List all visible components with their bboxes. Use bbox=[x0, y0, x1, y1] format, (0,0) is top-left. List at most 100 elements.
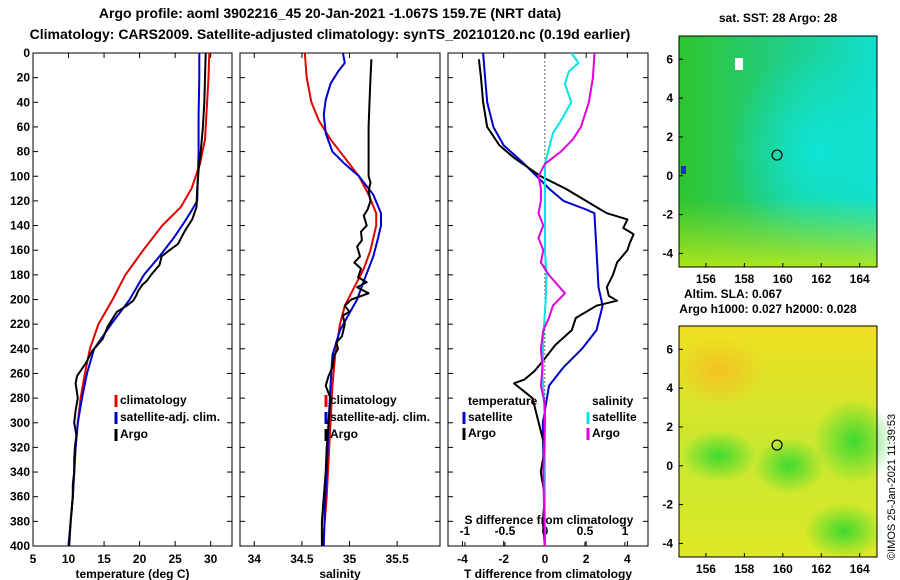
map-field-south bbox=[679, 36, 877, 267]
map-y-tick-label: 0 bbox=[666, 459, 673, 473]
x2-tick-label: 0.5 bbox=[577, 524, 594, 538]
map-x-tick-label: 164 bbox=[850, 272, 870, 286]
y-tick-label: 300 bbox=[10, 416, 30, 430]
map-title: sat. SST: 28 Argo: 28 bbox=[719, 11, 838, 25]
map-x-tick-label: 164 bbox=[850, 562, 870, 576]
series-line-satellite-adj-clim- bbox=[322, 52, 382, 547]
x-tick-label: 15 bbox=[97, 552, 111, 566]
series-line-argo bbox=[68, 52, 207, 547]
map-x-tick-label: 158 bbox=[734, 272, 754, 286]
copyright-credit: ©IMOS 25-Jan-2021 11:39:53 bbox=[886, 413, 898, 560]
plot-frame bbox=[447, 52, 649, 547]
map-y-tick-label: 4 bbox=[666, 381, 673, 395]
x2-tick-label: -0.5 bbox=[495, 524, 516, 538]
map-field-low bbox=[804, 503, 884, 559]
y-tick-label: 240 bbox=[10, 342, 30, 356]
map-y-tick-label: 0 bbox=[666, 169, 673, 183]
series-line-s-satellite bbox=[541, 52, 580, 546]
map-y-tick-label: -4 bbox=[662, 536, 673, 550]
chart-title-line-2: Climatology: CARS2009. Satellite-adjuste… bbox=[29, 26, 631, 42]
legend-label: Argo bbox=[468, 426, 496, 440]
y-tick-label: 360 bbox=[10, 490, 30, 504]
map-y-tick-label: -2 bbox=[662, 208, 673, 222]
map-frame bbox=[678, 35, 878, 268]
y-tick-label: 280 bbox=[10, 391, 30, 405]
map-missing-data bbox=[735, 58, 743, 70]
x-tick-label: 10 bbox=[62, 552, 76, 566]
map-y-tick-label: -2 bbox=[662, 498, 673, 512]
map-title-argo-height: Argo h1000: 0.027 h2000: 0.028 bbox=[679, 302, 857, 316]
x-tick-label: 5 bbox=[30, 552, 37, 566]
legend-label: Argo bbox=[330, 427, 358, 441]
map-x-tick-label: 158 bbox=[734, 562, 754, 576]
map-field-high bbox=[674, 336, 764, 406]
series-line-argo bbox=[320, 59, 373, 546]
y-tick-label: 260 bbox=[10, 366, 30, 380]
legend-label: Argo bbox=[592, 426, 620, 440]
legend-label: satellite bbox=[592, 410, 637, 424]
x-tick-label: 34 bbox=[248, 552, 262, 566]
x-tick-label: -4 bbox=[457, 552, 468, 566]
map-x-tick-label: 156 bbox=[696, 272, 716, 286]
x2-tick-label: -1 bbox=[460, 524, 471, 538]
y-tick-label: 120 bbox=[10, 194, 30, 208]
y-tick-label: 220 bbox=[10, 317, 30, 331]
map-y-tick-label: 6 bbox=[666, 52, 673, 66]
profile-panel-differences: -4 -2 0 2 4T difference from climatology -1 -0… bbox=[447, 52, 649, 580]
x-tick-label: 35 bbox=[343, 552, 357, 566]
y-tick-label: 100 bbox=[10, 169, 30, 183]
map-panel-map-sst: sat. SST: 28 Argo: 28 156 158 160 162 164 6 4 2 0… bbox=[662, 11, 878, 286]
map-field-low bbox=[681, 430, 757, 482]
y-tick-label: 20 bbox=[17, 71, 31, 85]
map-y-tick-label: 2 bbox=[666, 130, 673, 144]
y-tick-label: 200 bbox=[10, 293, 30, 307]
y-tick-label: 320 bbox=[10, 440, 30, 454]
series-line-t-satellite bbox=[482, 52, 604, 547]
profile-panel-temperature: 0 20 40 60 80 100 120 140 160 180 200 220 240 260 280 3… bbox=[10, 46, 233, 580]
y-tick-label: 80 bbox=[17, 145, 31, 159]
map-cold-cell bbox=[681, 166, 686, 174]
map-frame bbox=[678, 325, 878, 558]
map-y-tick-label: 2 bbox=[666, 420, 673, 434]
legend-label: climatology bbox=[120, 393, 187, 407]
x-tick-label: 0 bbox=[542, 552, 549, 566]
y-tick-label: 40 bbox=[17, 95, 31, 109]
chart-title-line-1: Argo profile: aoml 3902216_45 20-Jan-202… bbox=[98, 5, 562, 21]
argo-float-location-marker bbox=[771, 149, 783, 161]
x-tick-label: 30 bbox=[204, 552, 218, 566]
y-tick-label: 380 bbox=[10, 514, 30, 528]
map-x-tick-label: 162 bbox=[811, 562, 831, 576]
argo-float-location-marker bbox=[771, 439, 783, 451]
series-line-s-argo bbox=[537, 52, 596, 547]
x-axis-title: T difference from climatology bbox=[464, 567, 632, 580]
legend-title-salinity: salinity bbox=[592, 394, 634, 408]
map-y-tick-label: 4 bbox=[666, 91, 673, 105]
map-field-low bbox=[814, 399, 894, 483]
x-axis-title: temperature (deg C) bbox=[75, 567, 189, 580]
x-tick-label: 2 bbox=[583, 552, 590, 566]
legend-label: Argo bbox=[120, 427, 148, 441]
map-y-tick-label: 6 bbox=[666, 342, 673, 356]
legend-label: climatology bbox=[330, 393, 397, 407]
x-tick-label: 25 bbox=[168, 552, 182, 566]
x-tick-label: 35.5 bbox=[385, 552, 409, 566]
y-tick-label: 140 bbox=[10, 219, 30, 233]
y-tick-label: 0 bbox=[23, 46, 30, 60]
map-title-sla: Altim. SLA: 0.067 bbox=[684, 287, 782, 301]
legend-label: satellite-adj. clim. bbox=[330, 410, 430, 424]
map-x-tick-label: 160 bbox=[773, 272, 793, 286]
x-tick-label: 20 bbox=[133, 552, 147, 566]
plot-frame bbox=[239, 52, 441, 547]
map-field-low bbox=[754, 438, 824, 494]
legend-title-temperature: temperature bbox=[468, 394, 538, 408]
legend-label: satellite bbox=[468, 410, 513, 424]
y-tick-label: 160 bbox=[10, 243, 30, 257]
legend-label: satellite-adj. clim. bbox=[120, 410, 220, 424]
y-tick-label: 340 bbox=[10, 465, 30, 479]
map-x-tick-label: 160 bbox=[773, 562, 793, 576]
y-tick-label: 400 bbox=[10, 539, 30, 553]
map-x-tick-label: 156 bbox=[696, 562, 716, 576]
series-line-t-argo bbox=[477, 59, 635, 547]
